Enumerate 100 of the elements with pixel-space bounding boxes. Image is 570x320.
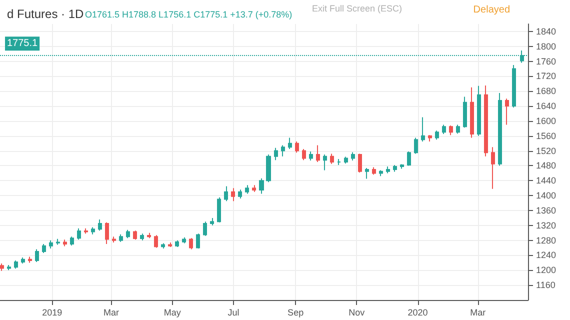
y-tick-label: 1560 xyxy=(536,130,556,141)
candlestick xyxy=(35,248,39,262)
candlestick xyxy=(147,232,151,239)
candlestick xyxy=(491,146,495,190)
candlestick xyxy=(266,154,271,183)
y-tick-label: 1280 xyxy=(536,235,556,246)
y-tick-label: 1680 xyxy=(536,86,556,96)
x-tick-label: 2020 xyxy=(408,308,428,318)
candlestick xyxy=(379,170,383,177)
candlestick xyxy=(414,137,418,154)
candlestick xyxy=(449,124,453,136)
y-tick-label: 1160 xyxy=(536,280,556,290)
candlestick xyxy=(224,186,228,202)
candlestick xyxy=(358,153,362,173)
candlestick xyxy=(407,151,411,166)
candlestick xyxy=(203,221,207,236)
candlestick xyxy=(252,184,256,192)
candlestick xyxy=(435,130,439,140)
candlestick xyxy=(133,230,137,240)
x-tick-label: Mar xyxy=(103,308,119,318)
candlestick xyxy=(161,242,165,250)
candlestick xyxy=(21,256,25,264)
candlestick xyxy=(231,188,235,202)
text: Delayed xyxy=(473,4,510,16)
x-tick-label: Nov xyxy=(348,308,366,318)
candlestick xyxy=(119,234,123,242)
candlestick xyxy=(288,137,292,150)
candlestick xyxy=(112,236,116,244)
y-tick-label: 1800 xyxy=(536,41,556,52)
x-tick-label: Jul xyxy=(228,308,240,318)
candlestick xyxy=(189,238,193,250)
candlestick xyxy=(428,134,432,142)
candlestick xyxy=(421,116,425,142)
candlestick xyxy=(470,86,474,138)
candlestick xyxy=(0,262,4,272)
candlestick xyxy=(70,236,74,246)
candlestick xyxy=(154,234,158,248)
candlestick xyxy=(126,229,130,239)
y-tick-label: 1840 xyxy=(536,26,556,36)
candlestick xyxy=(505,98,509,126)
y-tick-label: 1760 xyxy=(536,56,556,66)
candlestick xyxy=(140,233,144,241)
text: Exit Full Screen (ESC) xyxy=(312,4,402,14)
candlestick xyxy=(210,217,214,226)
candlestick xyxy=(175,240,179,248)
candlestick xyxy=(49,240,53,250)
candlestick xyxy=(63,239,67,247)
candlestick xyxy=(316,144,320,162)
candlestick xyxy=(456,124,460,134)
candlestick xyxy=(7,264,11,271)
candlestick xyxy=(42,244,46,254)
candlestick xyxy=(372,166,376,176)
candlestick xyxy=(259,178,264,194)
y-tick-label: 1720 xyxy=(536,71,556,82)
candlestick xyxy=(77,228,81,240)
candlestick xyxy=(274,147,278,161)
candlestick xyxy=(512,64,516,108)
candlestick xyxy=(498,92,502,166)
candlestick xyxy=(281,144,285,157)
y-tick-label: 1360 xyxy=(536,205,556,216)
candlestick xyxy=(393,164,397,172)
candlestick xyxy=(400,164,404,170)
candlestick xyxy=(463,96,467,128)
candlestick xyxy=(484,85,488,157)
chart-title: d Futures · 1D xyxy=(7,7,84,21)
ref-line-label: 1775.1 xyxy=(7,38,38,50)
x-tick-label: 2019 xyxy=(42,308,62,318)
candlestick xyxy=(182,236,186,244)
chart-subtitle: O1761.5 H1788.8 L1756.1 C1775.1 +13.7 (+0.78%) xyxy=(85,10,292,20)
candlestick xyxy=(105,222,109,245)
candlestick xyxy=(245,184,249,194)
candlestick xyxy=(295,140,299,154)
x-tick-label: Mar xyxy=(470,308,486,318)
candlestick xyxy=(477,85,481,136)
candlestick xyxy=(323,154,327,171)
candlestick xyxy=(56,238,60,246)
candlestick xyxy=(337,158,341,166)
y-tick-label: 1320 xyxy=(536,220,556,230)
candlestick xyxy=(365,167,369,180)
candlestick xyxy=(196,233,200,250)
candlestick xyxy=(344,156,348,164)
candlestick xyxy=(98,218,102,232)
candlestick xyxy=(330,153,334,164)
candlestick xyxy=(309,151,313,162)
candlestick xyxy=(238,189,242,200)
candlestick xyxy=(14,260,18,270)
x-tick-label: Sep xyxy=(288,308,304,318)
y-tick-label: 1600 xyxy=(536,116,556,126)
candlestick xyxy=(302,148,306,161)
candlestick xyxy=(442,124,446,135)
candlestick xyxy=(217,196,221,223)
y-tick-label: 1480 xyxy=(536,160,556,171)
y-tick-label: 1200 xyxy=(536,265,556,276)
y-tick-label: 1520 xyxy=(536,146,556,156)
y-tick-label: 1640 xyxy=(536,101,556,112)
candlestick xyxy=(351,152,355,162)
candlestick xyxy=(386,166,390,174)
candlestick xyxy=(91,226,95,235)
y-tick-label: 1400 xyxy=(536,190,556,201)
y-tick-label: 1240 xyxy=(536,250,556,260)
